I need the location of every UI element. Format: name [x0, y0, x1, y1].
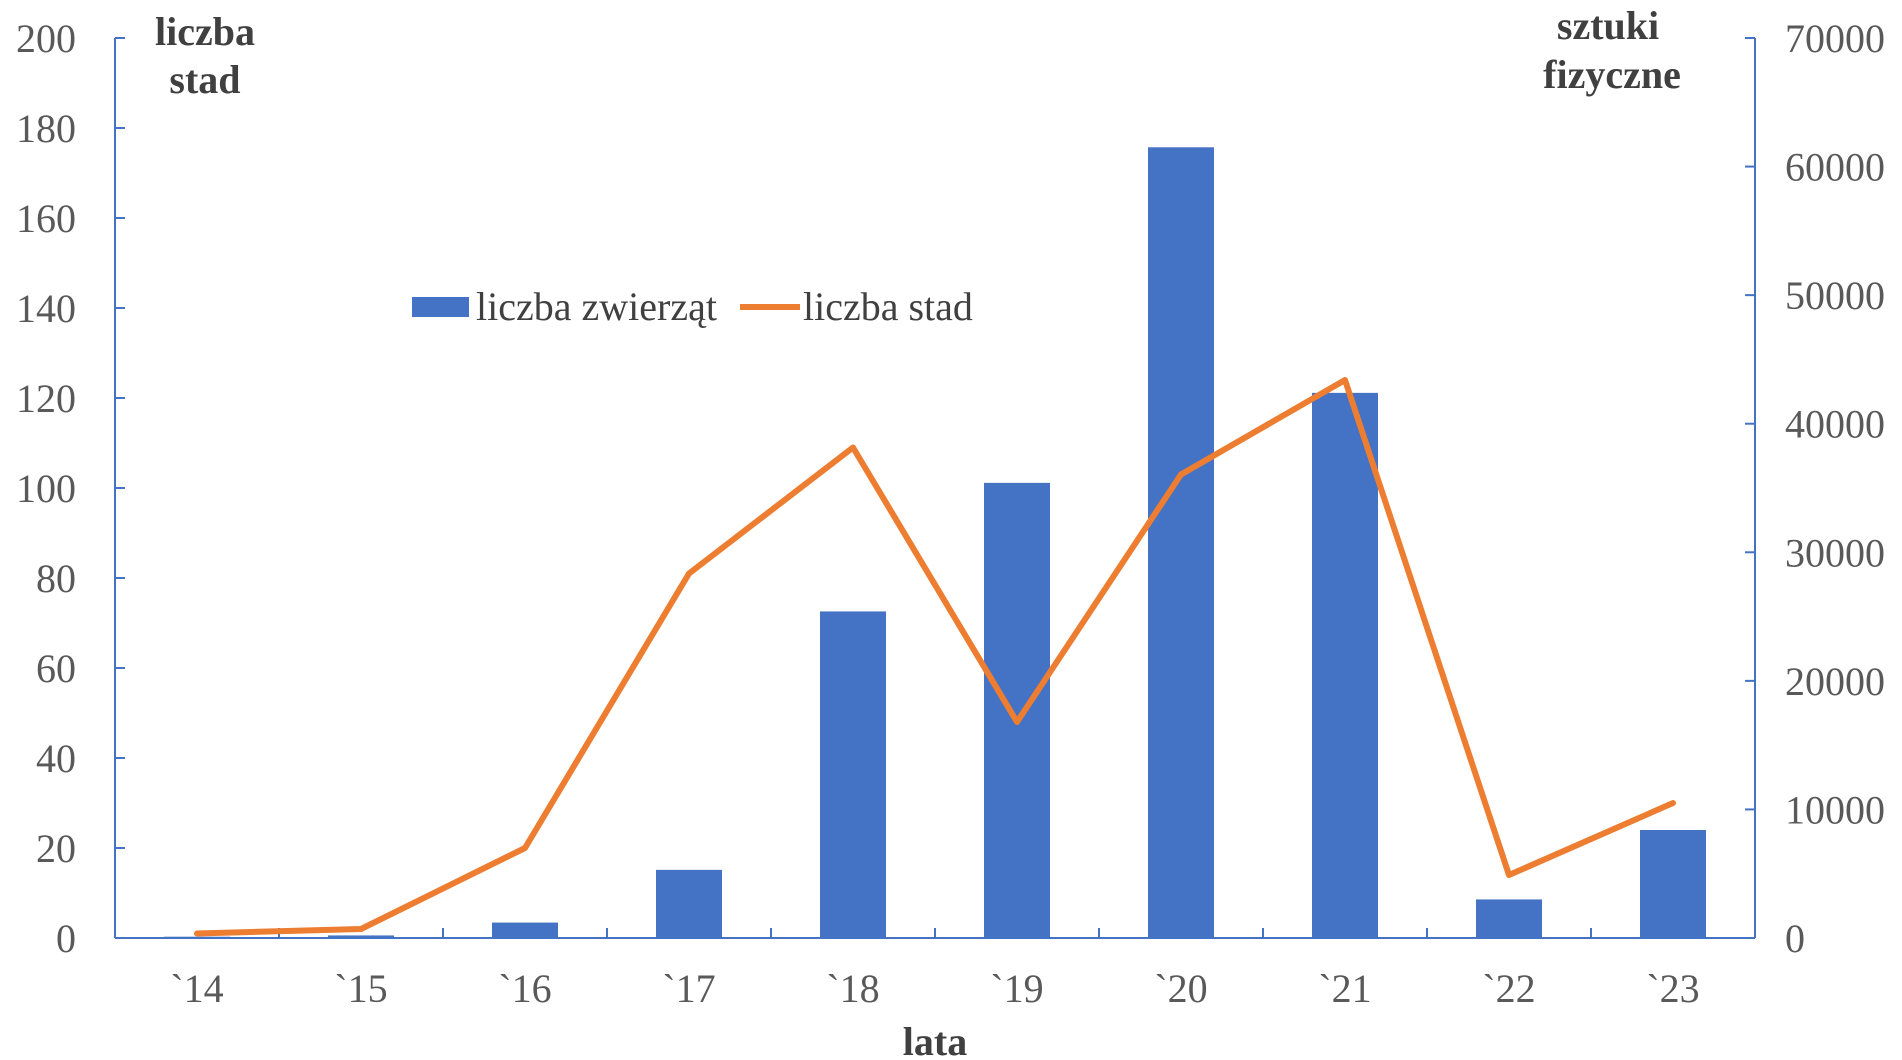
right-tick-label-7: 70000 — [1785, 16, 1885, 61]
bar-6 — [1148, 147, 1214, 939]
bar-7 — [1312, 392, 1378, 938]
axes-group: 0 20 40 60 80 100 120 140 160 180 200 0 10000 20000 30… — [16, 16, 1885, 1011]
x-tick-label-6: `20 — [1154, 966, 1207, 1011]
bar-3 — [656, 869, 722, 938]
bar-4 — [820, 611, 886, 938]
left-tick-label-4: 80 — [36, 556, 76, 601]
line-series — [194, 377, 1676, 937]
legend-label-bars: liczba zwierząt — [476, 284, 717, 329]
left-tick-label-8: 160 — [16, 196, 76, 241]
line-point-5 — [1016, 721, 1018, 723]
bar-1 — [328, 935, 394, 938]
line-point-7 — [1344, 379, 1346, 381]
line-point-9 — [1672, 802, 1674, 804]
left-tick-label-7: 140 — [16, 286, 76, 331]
x-tick-label-8: `22 — [1482, 966, 1535, 1011]
legend-swatch-bars — [412, 297, 469, 317]
x-tick-label-3: `17 — [662, 966, 715, 1011]
bar-series-group — [164, 147, 1706, 939]
right-axis-title-line1: sztuki — [1557, 3, 1659, 48]
bar-2 — [492, 922, 558, 938]
x-axis-title: lata — [903, 1019, 967, 1060]
x-tick-label-4: `18 — [826, 966, 879, 1011]
line-point-3 — [688, 572, 690, 575]
left-axis-title-line1: liczba — [155, 9, 255, 54]
legend-label-line: liczba stad — [803, 284, 973, 329]
left-tick-label-3: 60 — [36, 646, 76, 691]
x-tick-label-2: `16 — [498, 966, 551, 1011]
right-tick-label-2: 20000 — [1785, 659, 1885, 704]
line-series-group — [194, 377, 1676, 937]
right-tick-label-4: 40000 — [1785, 402, 1885, 447]
right-tick-label-0: 0 — [1785, 916, 1805, 961]
left-tick-label-0: 0 — [56, 916, 76, 961]
bar-9 — [1640, 830, 1706, 938]
x-tick-label-0: `14 — [170, 966, 223, 1011]
right-tick-label-6: 60000 — [1785, 145, 1885, 190]
right-tick-label-5: 50000 — [1785, 273, 1885, 318]
legend: liczba zwierząt liczba stad — [412, 284, 973, 329]
bar-8 — [1476, 899, 1542, 938]
right-axis-title-line2: fizyczne — [1543, 52, 1681, 97]
left-tick-label-2: 40 — [36, 736, 76, 781]
left-tick-label-9: 180 — [16, 106, 76, 151]
line-point-6 — [1180, 473, 1182, 476]
left-tick-label-10: 200 — [16, 16, 76, 61]
line-point-2 — [524, 847, 526, 849]
left-tick-label-1: 20 — [36, 826, 76, 871]
line-point-1 — [360, 928, 362, 930]
x-tick-label-5: `19 — [990, 966, 1043, 1011]
x-tick-label-1: `15 — [334, 966, 387, 1011]
bar-5 — [984, 482, 1050, 938]
right-tick-label-1: 10000 — [1785, 787, 1885, 832]
x-tick-label-9: `23 — [1646, 966, 1699, 1011]
line-point-4 — [852, 446, 854, 449]
right-tick-label-3: 30000 — [1785, 530, 1885, 575]
line-point-8 — [1508, 874, 1510, 876]
left-tick-label-5: 100 — [16, 466, 76, 511]
x-tick-label-7: `21 — [1318, 966, 1371, 1011]
left-tick-label-6: 120 — [16, 376, 76, 421]
line-point-0 — [196, 932, 198, 935]
left-axis-title-line2: stad — [169, 57, 240, 102]
